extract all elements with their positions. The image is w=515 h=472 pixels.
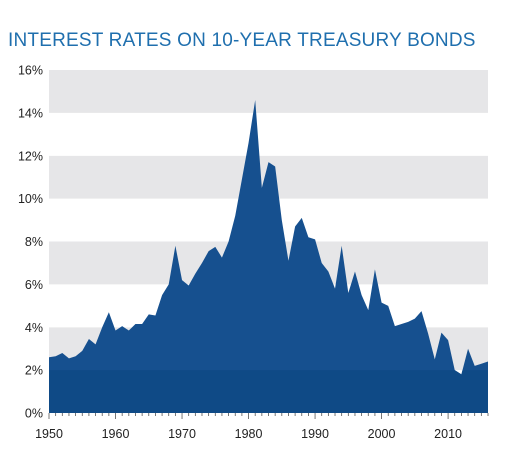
y-tick-label: 8% — [25, 235, 43, 249]
series-layer — [49, 100, 488, 413]
y-tick-label: 6% — [25, 278, 43, 292]
chart-title: INTEREST RATES ON 10-YEAR TREASURY BONDS — [8, 30, 476, 51]
x-tick-label: 2010 — [434, 427, 462, 441]
y-tick-label: 0% — [25, 407, 43, 421]
y-axis: 0% 2% 4% 6% 8% 10% 12% 14% 16% — [18, 64, 43, 421]
x-tick-label: 1960 — [102, 427, 130, 441]
y-tick-label: 2% — [25, 364, 43, 378]
y-tick-label: 10% — [18, 192, 43, 206]
grid-band — [49, 112, 488, 156]
y-tick-label: 14% — [18, 106, 43, 120]
x-tick-label: 1990 — [301, 427, 329, 441]
x-tick-label: 1950 — [35, 427, 63, 441]
x-tick-label: 1980 — [235, 427, 263, 441]
y-tick-label: 12% — [18, 149, 43, 163]
x-tick-label: 1970 — [168, 427, 196, 441]
series-area-lower-band — [49, 370, 488, 413]
x-tick-label: 2000 — [368, 427, 396, 441]
y-tick-label: 16% — [18, 64, 43, 78]
series-area — [49, 100, 488, 413]
grid-band — [49, 70, 488, 113]
x-axis: 1950 1960 1970 1980 1990 2000 2010 — [35, 413, 489, 441]
y-tick-label: 4% — [25, 321, 43, 335]
